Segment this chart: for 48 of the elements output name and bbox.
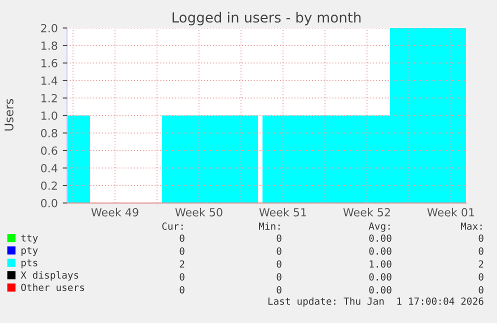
text: 0: [180, 286, 184, 294]
legend-label: tty: [21, 234, 38, 244]
y-tick-label: 1.2: [42, 94, 57, 102]
text: 2: [180, 260, 184, 268]
text: 0: [478, 247, 484, 255]
legend-label: pty: [22, 246, 38, 256]
text: 1.00: [370, 260, 392, 268]
text: Max:: [460, 222, 482, 230]
text: 0: [276, 234, 282, 242]
x-tick-label: Week 52: [343, 208, 390, 216]
y-tick-label: 1.6: [42, 58, 58, 68]
x-tick-label: Week 01: [427, 208, 474, 216]
text: Min:: [258, 222, 280, 230]
legend-label: X displays: [20, 271, 78, 281]
legend-label: Other users: [21, 284, 84, 292]
y-tick-label: 0.2: [41, 181, 57, 190]
x-tick-label: Week 50: [175, 208, 222, 216]
chart-title: Logged in users - by month: [172, 12, 361, 26]
x-tick-label: Week 49: [91, 208, 138, 216]
text: 0: [276, 286, 282, 294]
y-axis-title: Users: [4, 99, 14, 131]
text: 0: [180, 273, 184, 281]
text: 0: [478, 234, 484, 242]
legend-label: pts: [22, 259, 38, 268]
y-tick-label: 0.8: [41, 128, 58, 138]
text: 0: [478, 273, 484, 281]
text: 0.00: [369, 286, 392, 294]
x-tick-label: Week 51: [259, 208, 306, 216]
y-tick-label: 1.0: [42, 111, 58, 120]
y-tick-label: 0.6: [41, 146, 58, 155]
text: 0: [180, 247, 184, 255]
text: 0: [478, 286, 484, 294]
text: 0.00: [369, 273, 392, 281]
text: 0: [276, 247, 282, 255]
text: 0: [276, 273, 282, 281]
text: 2: [478, 260, 484, 268]
text: Avg:: [368, 222, 390, 232]
text: 0: [276, 260, 282, 268]
y-tick-label: 1.4: [42, 76, 58, 85]
y-tick-label: 0.0: [41, 198, 58, 208]
y-tick-label: 0.4: [41, 164, 58, 172]
y-tick-label: 1.8: [42, 41, 58, 50]
y-tick-label: 2.0: [41, 24, 58, 32]
text: 0: [180, 234, 184, 242]
text: 0.00: [369, 234, 392, 242]
text: 0.00: [369, 247, 392, 255]
text: Last update: Thu Jan 1 17:00:04 2026: [268, 297, 484, 307]
text: Cur:: [162, 222, 183, 230]
